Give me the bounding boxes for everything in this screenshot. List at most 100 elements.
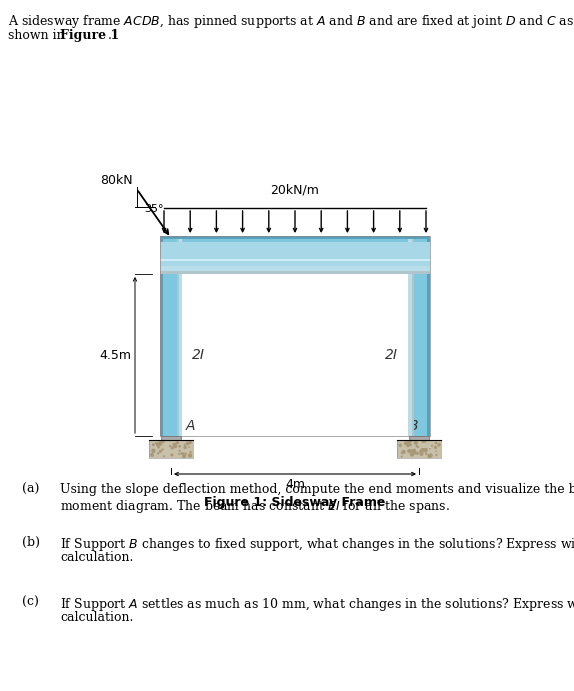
- Circle shape: [410, 444, 412, 446]
- Circle shape: [410, 453, 414, 457]
- Text: 2I: 2I: [385, 348, 398, 362]
- Bar: [160, 242, 430, 266]
- Circle shape: [157, 452, 160, 455]
- Circle shape: [436, 451, 437, 452]
- Text: 4m: 4m: [285, 478, 305, 491]
- Circle shape: [409, 439, 412, 443]
- Bar: [427, 236, 430, 436]
- Circle shape: [179, 450, 181, 452]
- Circle shape: [170, 453, 173, 457]
- Circle shape: [404, 442, 408, 445]
- Circle shape: [429, 453, 433, 457]
- Text: D: D: [387, 252, 398, 266]
- Text: shown in: shown in: [8, 29, 69, 42]
- Circle shape: [410, 443, 412, 445]
- Circle shape: [420, 452, 424, 456]
- Bar: [408, 236, 430, 436]
- Bar: [160, 236, 430, 436]
- Circle shape: [151, 448, 156, 453]
- Circle shape: [182, 454, 186, 458]
- Circle shape: [407, 449, 412, 453]
- Circle shape: [429, 448, 430, 450]
- Text: 80kN: 80kN: [100, 174, 133, 187]
- Text: Using the slope deflection method, compute the end moments and visualize the ben: Using the slope deflection method, compu…: [60, 483, 574, 496]
- Circle shape: [405, 442, 408, 444]
- Circle shape: [179, 445, 181, 448]
- Text: Figure 1: Figure 1: [60, 29, 119, 42]
- Text: C: C: [192, 252, 201, 266]
- Circle shape: [155, 442, 157, 444]
- Circle shape: [401, 455, 403, 457]
- Bar: [160, 236, 430, 274]
- Text: 4.5m: 4.5m: [99, 348, 131, 361]
- Circle shape: [174, 445, 177, 448]
- Bar: [149, 440, 193, 458]
- Circle shape: [150, 453, 154, 457]
- Circle shape: [158, 442, 162, 446]
- Text: moment diagram. The beam has constant $EI$ for all the spans.: moment diagram. The beam has constant $E…: [60, 498, 450, 515]
- Circle shape: [184, 444, 186, 446]
- Circle shape: [189, 454, 192, 457]
- Bar: [160, 236, 430, 239]
- Text: 20kN/m: 20kN/m: [270, 183, 320, 196]
- Circle shape: [416, 445, 418, 448]
- Circle shape: [153, 451, 155, 453]
- Circle shape: [414, 441, 418, 445]
- Circle shape: [157, 446, 160, 448]
- Bar: [160, 266, 430, 271]
- Text: calculation.: calculation.: [60, 611, 133, 624]
- Text: .: .: [108, 29, 112, 42]
- Bar: [412, 236, 413, 436]
- Bar: [408, 236, 412, 436]
- Text: Figure 1: Sidesway Frame: Figure 1: Sidesway Frame: [204, 496, 386, 509]
- Circle shape: [417, 446, 419, 448]
- Bar: [161, 436, 181, 440]
- Bar: [160, 236, 182, 436]
- Circle shape: [152, 444, 154, 446]
- Text: A sidesway frame $\mathit{ACDB}$, has pinned supports at $\mathit{A}$ and $\math: A sidesway frame $\mathit{ACDB}$, has pi…: [8, 13, 574, 30]
- Circle shape: [419, 449, 424, 453]
- Circle shape: [412, 448, 416, 453]
- Bar: [160, 259, 430, 261]
- Circle shape: [421, 448, 423, 450]
- Circle shape: [416, 451, 419, 455]
- Circle shape: [161, 448, 164, 451]
- Text: If Support $B$ changes to fixed support, what changes in the solutions? Express : If Support $B$ changes to fixed support,…: [60, 536, 574, 553]
- Circle shape: [411, 449, 414, 453]
- Circle shape: [163, 455, 165, 457]
- Circle shape: [188, 440, 192, 444]
- Circle shape: [180, 452, 183, 455]
- Text: calculation.: calculation.: [60, 551, 133, 564]
- Circle shape: [406, 443, 410, 447]
- Circle shape: [152, 454, 154, 457]
- Circle shape: [183, 446, 187, 449]
- Circle shape: [188, 453, 192, 457]
- Circle shape: [411, 453, 414, 456]
- Bar: [177, 236, 179, 436]
- Circle shape: [169, 445, 171, 447]
- Text: 2I: 2I: [192, 348, 205, 362]
- Circle shape: [157, 442, 160, 446]
- Circle shape: [424, 448, 428, 453]
- Bar: [149, 440, 193, 458]
- Text: B: B: [409, 419, 418, 433]
- Circle shape: [159, 450, 162, 453]
- Circle shape: [185, 442, 189, 446]
- Circle shape: [170, 446, 174, 450]
- Text: (b): (b): [22, 536, 40, 549]
- Circle shape: [431, 445, 433, 447]
- Circle shape: [434, 446, 437, 449]
- Text: 35°: 35°: [145, 204, 164, 214]
- Circle shape: [414, 452, 416, 455]
- Circle shape: [152, 444, 154, 445]
- Circle shape: [178, 453, 180, 455]
- Bar: [397, 440, 441, 458]
- Circle shape: [176, 441, 179, 444]
- Bar: [178, 236, 182, 436]
- Circle shape: [406, 441, 410, 444]
- Bar: [160, 236, 163, 436]
- Bar: [409, 436, 429, 440]
- Circle shape: [421, 452, 423, 454]
- Circle shape: [421, 448, 425, 453]
- Circle shape: [156, 442, 157, 444]
